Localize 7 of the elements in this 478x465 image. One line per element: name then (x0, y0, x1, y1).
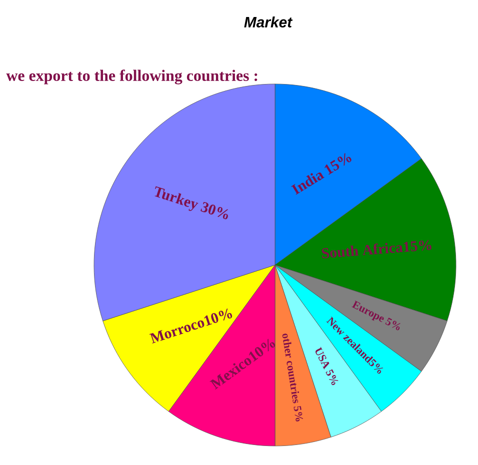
chart-title: Market (244, 16, 293, 28)
chart-subtitle: we export to the following countries : (6, 70, 258, 84)
slice-label: Turkey 30% (154, 186, 228, 220)
slice-label: India 15% (290, 153, 352, 195)
slice-label: USA 5% (316, 346, 338, 386)
slice-label: other countries 5% (282, 334, 304, 422)
slice-label: South Africa15% (322, 240, 432, 258)
